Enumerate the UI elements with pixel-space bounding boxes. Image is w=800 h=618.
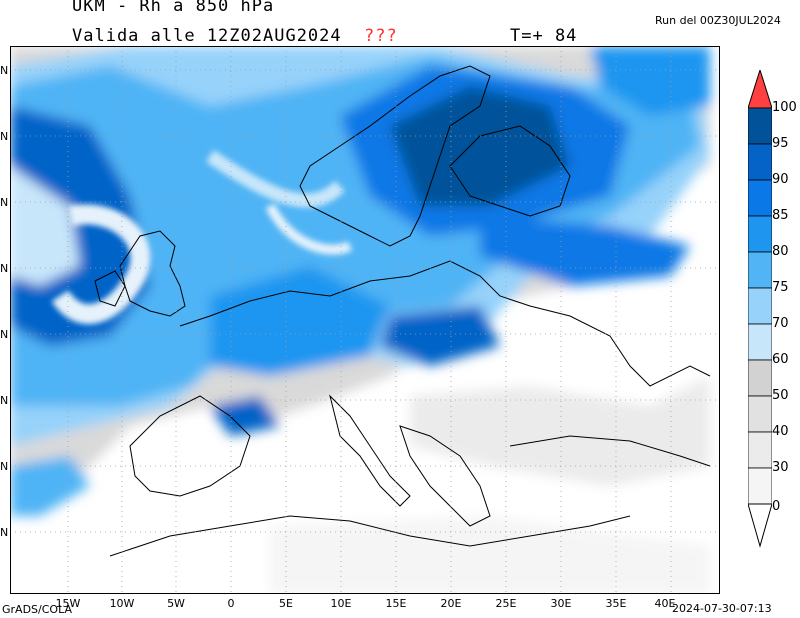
- lat-label: N: [0, 394, 9, 407]
- lon-label: 10W: [109, 597, 135, 610]
- colorbar-bottom-arrow: [748, 503, 772, 548]
- coast-balkans: [399, 425, 491, 527]
- lat-label: N: [0, 526, 9, 539]
- credit-label: GrADS/COLA: [2, 603, 72, 616]
- coast-continent: [179, 260, 711, 387]
- colorbar-label: 70: [772, 316, 789, 331]
- coastlines: [94, 65, 711, 557]
- lon-label: 15E: [385, 597, 407, 610]
- timestamp-label: 2024-07-30-07:13: [672, 602, 772, 615]
- humidity-map: [10, 46, 720, 594]
- graticule: [10, 46, 720, 594]
- map-frame: [10, 46, 720, 594]
- lat-label: N: [0, 130, 9, 143]
- lon-label: 5W: [167, 597, 185, 610]
- coast-finland: [449, 125, 571, 217]
- lat-label: N: [0, 328, 9, 341]
- lat-label: N: [0, 262, 9, 275]
- colorbar-bins: [748, 107, 772, 505]
- coast-africa: [109, 515, 631, 557]
- lon-label: 0: [227, 597, 235, 610]
- colorbar-label: 80: [772, 244, 789, 259]
- lon-label: 40E: [654, 597, 676, 610]
- coast-italy: [329, 394, 411, 507]
- flag-label: ???: [364, 26, 398, 46]
- coast-britain: [119, 230, 186, 317]
- colorbar-label: 30: [772, 460, 789, 475]
- colorbar-label: 90: [772, 172, 789, 187]
- coast-ireland: [94, 270, 126, 307]
- lon-label: 20E: [440, 597, 462, 610]
- lon-label: 30E: [550, 597, 572, 610]
- run-label: Run del 00Z30JUL2024: [655, 14, 781, 27]
- lon-label: 10E: [330, 597, 352, 610]
- lon-label: 35E: [605, 597, 627, 610]
- lon-label: 25E: [495, 597, 517, 610]
- humidity-streaks: [51, 150, 353, 324]
- colorbar-label: 100: [772, 100, 797, 115]
- colorbar-label: 0: [772, 499, 781, 514]
- lat-label: N: [0, 196, 9, 209]
- lat-label: N: [0, 64, 9, 77]
- colorbar-label: 40: [772, 424, 789, 439]
- colorbar-label: 85: [772, 208, 789, 223]
- colorbar-label: 75: [772, 280, 789, 295]
- coast-turkey: [509, 435, 711, 467]
- colorbar-label: 60: [772, 352, 789, 367]
- humidity-field: [10, 46, 710, 594]
- map-title: UKM - Rh a 850 hPa: [72, 0, 275, 16]
- valid-time-label: Valida alle 12Z02AUG2024: [72, 26, 342, 46]
- colorbar: [748, 70, 772, 548]
- colorbar-label: 95: [772, 136, 789, 151]
- colorbar-label: 50: [772, 388, 789, 403]
- timestep-label: T=+ 84: [510, 26, 578, 46]
- lat-label: N: [0, 460, 9, 473]
- coast-scandinavia: [299, 65, 491, 247]
- lon-label: 5E: [279, 597, 293, 610]
- colorbar-top-arrow: [748, 70, 772, 109]
- lon-label: 15W: [55, 597, 81, 610]
